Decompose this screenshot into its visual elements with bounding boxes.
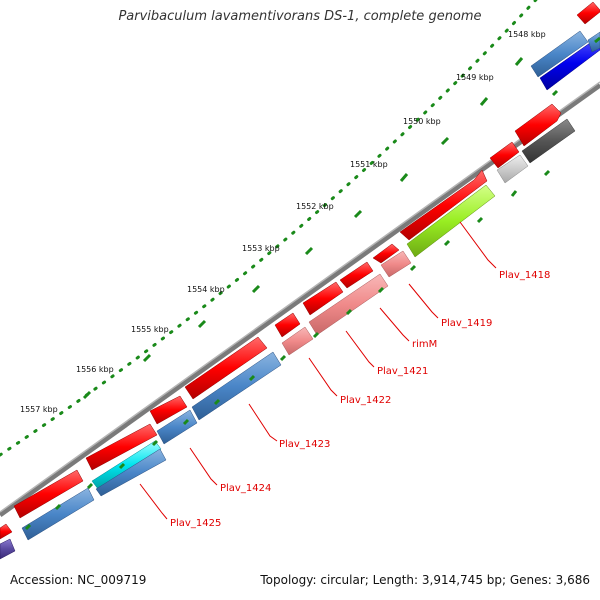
leader-plav-1418 — [459, 221, 497, 269]
kbp-tick-marks — [82, 57, 524, 400]
feature-red-forward[interactable] — [514, 103, 562, 147]
feature-red-forward[interactable] — [274, 312, 301, 338]
kbp-tick-1556 — [142, 353, 152, 363]
kbp-tick-1554 — [251, 284, 261, 294]
feature-red-forward[interactable] — [85, 423, 158, 471]
kbp-label-1557: 1557 kbp — [20, 405, 58, 414]
kbp-tick-1555 — [197, 319, 207, 329]
kbp-tick-1548 — [514, 57, 524, 66]
leader-rimM — [379, 307, 410, 342]
kbp-tick-1553 — [304, 246, 314, 256]
gene-label-plav-1422[interactable]: Plav_1422 — [340, 395, 391, 406]
feature-navy-block[interactable] — [539, 35, 600, 91]
feature-blue-block[interactable] — [95, 448, 167, 497]
gene-label-plav-1419[interactable]: Plav_1419 — [441, 318, 492, 329]
leader-plav-1424 — [189, 447, 218, 486]
leader-plav-1419 — [408, 283, 439, 319]
kbp-tick-1550 — [440, 136, 450, 146]
kbp-label-1554: 1554 kbp — [187, 285, 225, 294]
feature-red-forward[interactable] — [576, 1, 600, 25]
gene-label-rimM[interactable]: rimM — [412, 339, 437, 350]
feature-light-gray-block[interactable] — [496, 154, 529, 184]
leader-plav-1422 — [308, 357, 338, 397]
feature-blue-block[interactable] — [587, 31, 600, 53]
kbp-label-1549: 1549 kbp — [456, 73, 494, 82]
feature-purple-block[interactable] — [0, 538, 16, 560]
feature-red-forward[interactable] — [13, 469, 84, 519]
kbp-label-1548: 1548 kbp — [508, 30, 546, 39]
feature-red-forward[interactable] — [489, 141, 520, 169]
feature-blue-block[interactable] — [156, 409, 198, 445]
kbp-label-1552: 1552 kbp — [296, 202, 334, 211]
reverse-strand-features — [0, 30, 600, 560]
kbp-label-1551: 1551 kbp — [350, 160, 388, 169]
kbp-tick-1549 — [479, 97, 489, 106]
kbp-label-1550: 1550 kbp — [403, 117, 441, 126]
feature-red-forward[interactable] — [399, 169, 488, 241]
forward-strand-features — [0, 1, 600, 540]
feature-green-block[interactable] — [406, 184, 496, 258]
leader-plav-1425 — [139, 483, 168, 520]
gene-labels: Plav_1418 Plav_1419 rimM Plav_1421 Plav_… — [170, 270, 550, 529]
gene-label-plav-1418[interactable]: Plav_1418 — [499, 270, 550, 281]
kbp-tick-1551 — [399, 173, 409, 182]
feature-red-forward[interactable] — [339, 261, 374, 289]
kbp-label-1553: 1553 kbp — [242, 244, 280, 253]
leader-plav-1423 — [248, 403, 278, 442]
feature-red-forward[interactable] — [184, 336, 268, 400]
kbp-tick-1552 — [353, 209, 363, 219]
feature-blue-block[interactable] — [530, 30, 589, 78]
inner-tick-marks — [24, 36, 600, 531]
kbp-labels: 1548 kbp 1549 kbp 1550 kbp 1551 kbp 1552… — [20, 30, 546, 414]
kbp-tick-1557 — [82, 390, 92, 400]
feature-pink-block[interactable] — [308, 273, 389, 336]
feature-pink-block[interactable] — [281, 326, 314, 356]
gene-label-plav-1424[interactable]: Plav_1424 — [220, 483, 271, 494]
map-title: Parvibaculum lavamentivorans DS-1, compl… — [118, 9, 482, 24]
feature-red-forward[interactable] — [302, 281, 344, 316]
feature-cyan-block[interactable] — [91, 440, 162, 490]
genome-summary: Topology: circular; Length: 3,914,745 bp… — [260, 573, 590, 587]
gene-label-plav-1421[interactable]: Plav_1421 — [377, 366, 428, 377]
gene-label-plav-1425[interactable]: Plav_1425 — [170, 518, 221, 529]
feature-blue-block[interactable] — [21, 487, 95, 541]
feature-dark-gray-block[interactable] — [521, 118, 576, 164]
feature-red-forward[interactable] — [0, 523, 13, 540]
kbp-dotted-ring — [0, 0, 538, 457]
feature-red-forward[interactable] — [372, 243, 400, 264]
leader-plav-1421 — [345, 330, 375, 368]
feature-pink-block[interactable] — [380, 250, 412, 278]
kbp-label-1555: 1555 kbp — [131, 325, 169, 334]
gene-label-leaders — [139, 221, 497, 520]
feature-red-forward[interactable] — [149, 395, 188, 425]
kbp-label-1556: 1556 kbp — [76, 365, 114, 374]
accession-label: Accession: NC_009719 — [10, 573, 147, 587]
gene-label-plav-1423[interactable]: Plav_1423 — [279, 439, 330, 450]
